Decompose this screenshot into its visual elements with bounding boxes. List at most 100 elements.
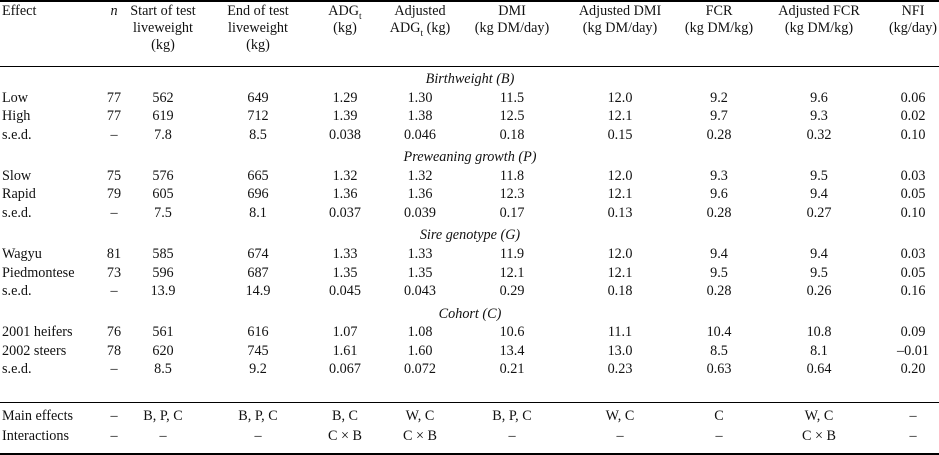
row-label: Piedmontese xyxy=(2,264,75,281)
header-line: liveweight xyxy=(133,20,193,36)
header-subscript: t xyxy=(420,28,424,39)
table-cell: 0.043 xyxy=(404,283,436,300)
table-cell: 1.33 xyxy=(332,246,358,262)
header-line: NFI xyxy=(901,3,925,19)
table-cell: – xyxy=(110,408,118,424)
table-cell: 77 xyxy=(106,108,122,125)
table-cell: 1.33 xyxy=(407,246,433,262)
row-label: Low xyxy=(2,89,29,106)
table-cell: 576 xyxy=(152,167,174,184)
section-title: Sire genotype (G) xyxy=(419,227,521,244)
header-line: Adjusted FCR xyxy=(778,3,860,19)
header-line: (kg) xyxy=(246,37,270,53)
table-cell: 0.28 xyxy=(706,205,732,221)
table-cell: 0.13 xyxy=(607,205,633,221)
table-cell: 605 xyxy=(152,186,174,203)
table-cell: W, C xyxy=(405,408,435,424)
table-cell: 12.5 xyxy=(499,108,525,125)
row-label: 2001 heifers xyxy=(2,324,73,341)
table-cell: 12.0 xyxy=(607,167,633,184)
table-cell: 0.02 xyxy=(900,108,926,125)
table-cell: 0.21 xyxy=(499,361,525,378)
table-cell: 9.3 xyxy=(710,167,728,184)
table-cell: 8.5 xyxy=(710,342,728,359)
table-cell: 8.5 xyxy=(249,126,267,143)
section-title: Preweaning growth (P) xyxy=(403,149,537,166)
table-cell: 9.2 xyxy=(249,361,267,378)
table-cell: – xyxy=(715,428,723,444)
table-cell: – xyxy=(909,428,917,444)
table-cell: 0.64 xyxy=(806,361,832,378)
table-cell: 0.045 xyxy=(329,283,361,300)
header-line: Adjusted xyxy=(394,3,446,19)
row-label: High xyxy=(2,108,31,125)
table-cell: 1.39 xyxy=(332,108,358,125)
table-cell: W, C xyxy=(605,408,635,424)
header-line: ADG xyxy=(328,3,360,19)
table-cell: 0.15 xyxy=(607,126,633,143)
table-cell: 745 xyxy=(247,342,269,359)
table-cell: – xyxy=(110,126,118,143)
table-cell: 76 xyxy=(106,324,122,341)
table-cell: 0.046 xyxy=(404,126,436,143)
table-cell: 1.36 xyxy=(407,186,433,203)
table-cell: 9.3 xyxy=(810,108,828,125)
table-cell: 11.5 xyxy=(499,89,525,106)
table-cell: 1.30 xyxy=(407,89,433,106)
table-cell: 620 xyxy=(152,342,174,359)
table-cell: 687 xyxy=(247,264,269,281)
table-cell: 561 xyxy=(152,324,174,341)
header-line: FCR xyxy=(705,3,733,19)
header-line: liveweight xyxy=(228,20,288,36)
table-cell: 10.4 xyxy=(706,324,732,341)
table-cell: 0.05 xyxy=(900,264,926,281)
header-line: (kg) xyxy=(423,20,451,36)
table-cell: 1.60 xyxy=(407,342,433,359)
table-cell: 12.1 xyxy=(499,264,525,281)
row-label: s.e.d. xyxy=(2,283,32,300)
table-cell: 9.2 xyxy=(710,89,728,106)
header-line: Effect xyxy=(2,3,37,19)
table-cell: 696 xyxy=(247,186,269,203)
table-cell: 0.17 xyxy=(499,205,525,221)
table-cell: 0.06 xyxy=(900,89,926,106)
table-cell: 9.6 xyxy=(710,186,728,203)
header-line: ADG xyxy=(389,20,421,36)
table-cell: 9.4 xyxy=(810,186,828,203)
table-cell: 674 xyxy=(247,246,269,262)
table-cell: 8.1 xyxy=(249,205,267,221)
table-cell: 0.20 xyxy=(900,361,926,378)
row-label: s.e.d. xyxy=(2,361,32,378)
header-line: (kg) xyxy=(333,20,357,36)
table-cell: 12.0 xyxy=(607,246,633,262)
table-rule xyxy=(0,453,939,455)
header-n: n xyxy=(110,3,118,19)
table-cell: 13.0 xyxy=(607,342,633,359)
section-title: Birthweight (B) xyxy=(425,71,515,87)
table-cell: 1.29 xyxy=(332,89,358,106)
table-cell: 78 xyxy=(106,342,122,359)
header-line: (kg/day) xyxy=(888,20,938,36)
table-cell: 0.072 xyxy=(404,361,436,378)
table-cell: – xyxy=(254,428,262,444)
table-cell: 0.039 xyxy=(404,205,436,221)
section-title: Cohort (C) xyxy=(438,305,502,322)
header-line: (kg DM/kg) xyxy=(684,20,754,36)
table-cell: 10.6 xyxy=(499,324,525,341)
table-cell: 0.05 xyxy=(900,186,926,203)
table-cell: 0.09 xyxy=(900,324,926,341)
table-cell: 1.38 xyxy=(407,108,433,125)
table-cell: 619 xyxy=(152,108,174,125)
table-cell: – xyxy=(110,428,118,444)
table-cell: 0.27 xyxy=(806,205,832,221)
table-cell: 9.5 xyxy=(810,264,828,281)
table-cell: 0.03 xyxy=(900,246,926,262)
table-cell: 8.5 xyxy=(154,361,172,378)
table-cell: C × B xyxy=(327,428,363,444)
row-label: s.e.d. xyxy=(2,205,32,221)
table-cell: 1.32 xyxy=(332,167,358,184)
table-cell: 75 xyxy=(106,167,122,184)
table-cell: B, P, C xyxy=(143,408,183,424)
row-label: 2002 steers xyxy=(2,342,67,359)
header-line: (kg) xyxy=(151,37,175,53)
